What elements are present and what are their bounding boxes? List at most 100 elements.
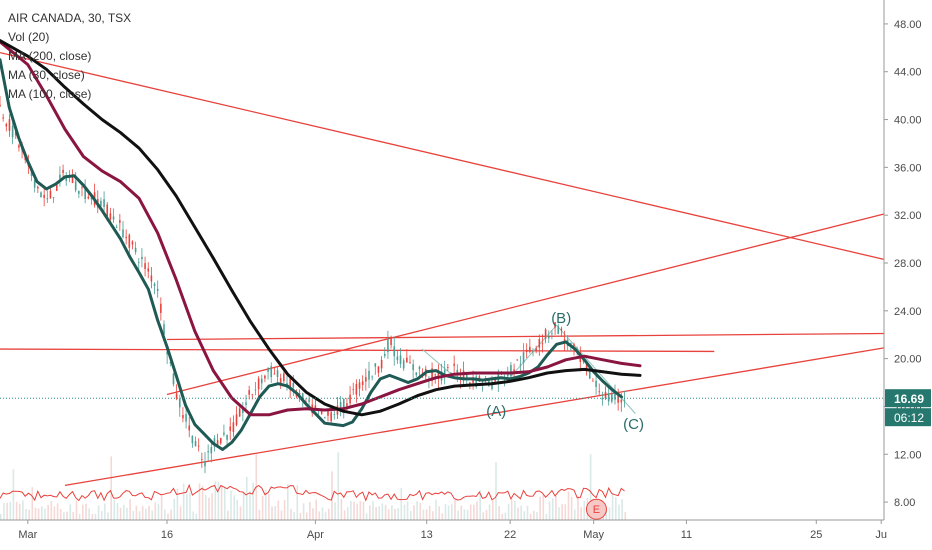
volume-bar <box>589 454 592 520</box>
volume-bar <box>287 484 289 520</box>
candle-body <box>614 393 616 400</box>
volume-bar <box>201 485 204 520</box>
volume-bar <box>132 511 135 520</box>
candle-body <box>175 393 178 399</box>
candle-body <box>109 213 112 220</box>
volume-bar <box>608 507 611 520</box>
volume-bar <box>148 505 150 520</box>
candle-body <box>216 440 219 447</box>
volume-bar <box>305 512 308 520</box>
candle-body <box>374 363 377 367</box>
legend-ma200[interactable]: MA (200, close) <box>8 49 92 63</box>
candle-body <box>554 322 556 328</box>
volume-bar <box>476 501 478 520</box>
volume-bar <box>198 483 201 520</box>
time-tick-label: 22 <box>504 529 516 541</box>
candle-body <box>238 408 241 417</box>
trend-line <box>0 51 885 261</box>
candle-body <box>254 389 257 391</box>
volume-bar <box>100 510 103 520</box>
volume-bar <box>387 509 390 520</box>
candle-body <box>40 192 42 198</box>
volume-bar <box>0 514 2 520</box>
wave-label: (C) <box>623 416 644 433</box>
candle-body <box>248 390 250 395</box>
volume-bar <box>249 491 251 520</box>
time-tick-label: 11 <box>681 529 692 541</box>
candle-body <box>204 461 206 467</box>
volume-bar <box>410 511 412 520</box>
candle-body <box>226 434 228 440</box>
wave-label: (B) <box>551 310 571 327</box>
time-tick-label: Mar <box>18 529 37 541</box>
wave-annotations: (A) (B) (C) E <box>486 310 644 520</box>
candle-body <box>185 413 187 422</box>
candle-body <box>535 348 537 352</box>
volume-bar <box>66 511 68 520</box>
candle-body <box>538 339 541 348</box>
volume-bar <box>384 504 387 520</box>
candle-body <box>510 364 512 376</box>
volume-bar <box>41 506 43 520</box>
volume-bar <box>113 499 116 520</box>
volume-bar <box>510 499 513 520</box>
legend-ma100[interactable]: MA (100, close) <box>8 87 92 101</box>
candle-body <box>547 336 550 339</box>
candle-body <box>412 364 414 371</box>
candle-body <box>182 414 184 419</box>
volume-bar <box>425 509 428 520</box>
volume-bar <box>6 502 8 520</box>
volume-bar <box>343 510 346 520</box>
candle-body <box>415 372 418 376</box>
volume-bar <box>514 500 516 520</box>
volume-bar <box>542 493 545 520</box>
last-price-badge <box>885 389 931 408</box>
candle-body <box>131 241 134 245</box>
candle-body <box>65 176 68 181</box>
legend-vol[interactable]: Vol (20) <box>8 30 50 44</box>
time-axis-background <box>0 520 932 550</box>
candle-body <box>349 394 351 404</box>
candle-body <box>308 399 310 402</box>
candle-body <box>406 357 408 363</box>
volume-bar <box>28 509 30 520</box>
volume-bar <box>25 509 27 520</box>
candle-body <box>598 391 601 393</box>
volume-bar <box>85 503 87 520</box>
volume-bar <box>438 506 440 520</box>
price-tick-label: 44.00 <box>894 67 922 79</box>
volume-bar <box>605 510 608 520</box>
candle-body <box>87 196 90 199</box>
candle-body <box>49 190 52 199</box>
candle-body <box>418 366 421 370</box>
legend-symbol[interactable]: AIR CANADA, 30, TSX <box>8 11 132 25</box>
volume-bar <box>208 497 210 520</box>
volume-bar <box>296 485 299 520</box>
volume-bar <box>457 510 459 520</box>
candle-body <box>223 432 225 435</box>
volume-bar <box>545 514 548 520</box>
volume-bar <box>277 500 280 520</box>
volume-bar <box>72 511 75 520</box>
candle-body <box>71 177 74 183</box>
candle-body <box>62 169 64 173</box>
volume-bar <box>309 501 311 520</box>
candle-body <box>604 392 607 399</box>
time-tick-label: May <box>583 529 604 541</box>
candle-body <box>30 170 33 176</box>
candle-body <box>191 435 194 444</box>
candle-body <box>8 119 11 131</box>
legend-ma30[interactable]: MA (30, close) <box>8 68 85 82</box>
wave-label: (A) <box>486 403 506 420</box>
candle-body <box>551 333 553 335</box>
volume-bar <box>416 501 418 520</box>
volume-bar <box>217 481 220 520</box>
candle-body <box>320 411 323 414</box>
price-tick-label: 12.00 <box>894 449 922 461</box>
volume-bar <box>274 506 276 520</box>
volume-bar <box>346 507 349 520</box>
volume-bar <box>78 513 81 520</box>
candle-body <box>122 229 124 238</box>
